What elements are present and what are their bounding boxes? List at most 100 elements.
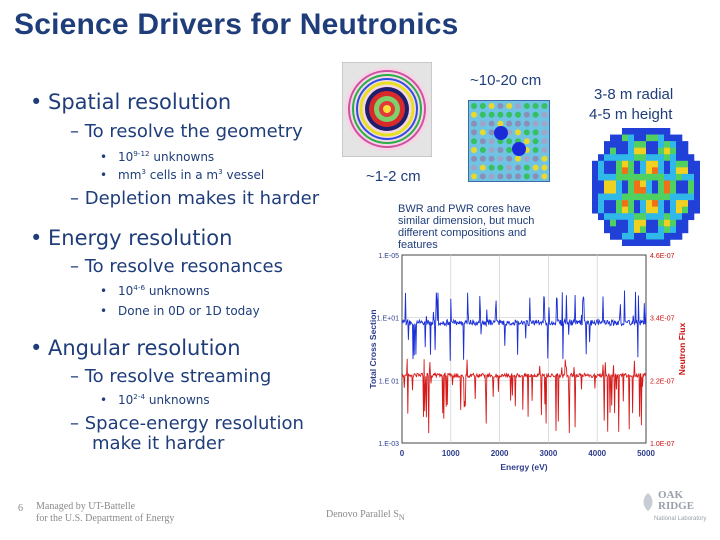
core-cell <box>634 232 641 240</box>
core-cell <box>670 232 677 240</box>
core-cell <box>652 193 659 201</box>
core-cell <box>592 167 599 175</box>
core-cell <box>652 141 659 148</box>
chart-x-tick-label: 0 <box>400 449 405 458</box>
assembly-pin <box>488 147 495 153</box>
core-cell <box>676 219 683 227</box>
core-cell <box>658 239 665 246</box>
assembly-water-rod <box>494 126 508 140</box>
core-cell <box>652 187 659 194</box>
core-cell <box>652 232 659 240</box>
core-cell <box>592 206 599 214</box>
core-cell <box>604 173 611 181</box>
core-cell <box>640 141 647 148</box>
assembly-pin <box>479 103 486 109</box>
core-cell <box>604 160 611 168</box>
assembly-pin <box>541 173 548 180</box>
assembly-pin <box>523 129 530 136</box>
core-cell <box>682 213 689 221</box>
core-cell <box>676 173 683 181</box>
core-cell <box>622 128 629 135</box>
core-cell <box>676 141 683 148</box>
core-cell <box>658 167 665 175</box>
core-cell <box>592 160 599 168</box>
sub-bullet-space-energy-text-1: Space-energy resolution <box>84 413 304 434</box>
core-cell <box>652 128 659 135</box>
core-cell <box>634 147 641 155</box>
chart-x-tick-label: 3000 <box>540 449 558 458</box>
detail-spatial-unknowns: • 109-12 unknowns <box>100 149 215 164</box>
core-cell <box>688 173 695 181</box>
core-cell <box>616 134 623 142</box>
core-cell <box>628 232 635 240</box>
core-cell <box>634 213 641 221</box>
core-cell <box>628 147 635 155</box>
assembly-pin <box>497 164 504 171</box>
slide-title: Science Drivers for Neutronics <box>14 8 459 41</box>
fuel-ring-center <box>383 105 391 113</box>
core-cell <box>646 206 653 214</box>
assembly-pin <box>488 120 495 127</box>
chart-y-left-tick-label: 1.E 01 <box>379 378 399 385</box>
assembly-pin <box>471 103 477 109</box>
core-cell <box>652 226 659 234</box>
core-cell <box>604 180 611 188</box>
core-cell <box>652 134 659 142</box>
assembly-pin <box>541 138 548 145</box>
core-cell <box>634 193 641 201</box>
core-cell <box>682 180 689 188</box>
core-cell <box>658 134 665 142</box>
bwr-pwr-caption: BWR and PWR cores have similar dimension… <box>398 203 534 251</box>
core-cell <box>628 239 635 246</box>
core-cell <box>634 180 641 188</box>
detail-energy-base: 10 <box>118 284 134 298</box>
core-cell <box>688 160 695 168</box>
assembly-pin <box>541 155 548 162</box>
chart-y-right-tick-label: 1.0E-07 <box>650 441 675 448</box>
assembly-pin <box>497 147 504 153</box>
assembly-pin <box>506 173 513 180</box>
core-cell <box>646 239 653 246</box>
core-cell <box>604 193 611 201</box>
core-cell <box>676 193 683 201</box>
core-cell <box>688 187 695 194</box>
core-cell <box>652 167 659 175</box>
core-cell <box>646 200 653 207</box>
core-cell <box>598 193 605 201</box>
assembly-pin <box>523 103 530 109</box>
core-cell <box>682 154 689 162</box>
assembly-pin <box>506 120 513 127</box>
core-cell <box>646 180 653 188</box>
core-cell <box>616 141 623 148</box>
core-cell <box>598 167 605 175</box>
assembly-pin <box>488 111 495 118</box>
chart-series-neutron-flux <box>401 358 647 434</box>
core-cell <box>646 219 653 227</box>
ornl-logo-ridge: RIDGE <box>658 500 695 512</box>
core-cell <box>616 173 623 181</box>
sub-bullet-resonances: – To resolve resonances <box>70 256 283 277</box>
chart-x-tick-label: 4000 <box>588 449 606 458</box>
core-cell <box>664 219 671 227</box>
core-cell <box>676 154 683 162</box>
core-cell <box>622 167 629 175</box>
core-cell <box>616 200 623 207</box>
core-cell <box>610 180 617 188</box>
core-cell <box>622 154 629 162</box>
detail-spatial-exponent: 9-12 <box>133 149 150 158</box>
fuel-ring-1 <box>348 70 426 148</box>
core-cell <box>670 206 677 214</box>
detail-cells-b: cells in a m <box>145 168 219 182</box>
core-cell <box>676 134 683 142</box>
core-cell <box>682 226 689 234</box>
core-cell <box>610 187 617 194</box>
assembly-pin <box>532 155 539 162</box>
core-cell <box>622 206 629 214</box>
core-cell <box>622 213 629 221</box>
core-cell <box>640 160 647 168</box>
sub-bullet-space-energy-line2: make it harder <box>92 433 225 454</box>
core-cell <box>640 134 647 142</box>
detail-angular-exponent: 2-4 <box>133 392 146 401</box>
core-cell <box>688 213 695 221</box>
assembly-pin <box>506 138 513 145</box>
